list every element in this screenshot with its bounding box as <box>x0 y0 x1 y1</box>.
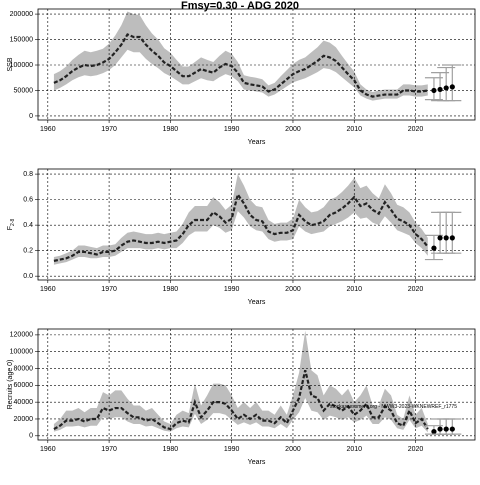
plot-frame <box>37 168 476 281</box>
projection-point <box>449 84 455 90</box>
x-tick-label: 2020 <box>408 446 424 453</box>
plot-frame <box>37 8 476 121</box>
y-tick-label: 0.2 <box>23 247 33 254</box>
projection-point <box>431 428 437 435</box>
projection-point <box>437 426 443 432</box>
x-tick-label: 1970 <box>101 446 117 453</box>
x-tick-label: 1960 <box>40 286 56 293</box>
y-tick-label: 120000 <box>10 332 33 339</box>
x-tick-label: 2000 <box>285 446 301 453</box>
x-tick-label: 1970 <box>101 126 117 133</box>
y-axis-label: Recruits (age 0) <box>7 360 14 410</box>
y-tick-label: 0.4 <box>23 222 33 229</box>
y-tick-label: 50000 <box>14 87 34 94</box>
confidence-band <box>53 11 428 101</box>
projection-point <box>443 235 449 241</box>
y-tick-label: 0 <box>29 433 33 440</box>
plot-frame <box>37 328 476 441</box>
x-tick-label: 1960 <box>40 446 56 453</box>
x-tick-label: 1990 <box>224 446 240 453</box>
y-axis-label-main: Recruits (age 0) <box>7 360 14 410</box>
estimate-line <box>53 33 428 98</box>
y-tick-label: 150000 <box>10 36 33 43</box>
x-tick-label: 2010 <box>346 286 362 293</box>
x-tick-label: 1980 <box>163 126 179 133</box>
projection-point <box>443 85 449 91</box>
confidence-band <box>53 174 428 265</box>
x-tick-label: 1980 <box>163 286 179 293</box>
y-tick-label: 100000 <box>10 62 33 69</box>
x-axis-label: Years <box>248 299 266 306</box>
x-tick-label: 1990 <box>224 286 240 293</box>
y-tick-label: 60000 <box>14 382 34 389</box>
x-tick-label: 2000 <box>285 126 301 133</box>
x-tick-label: 1970 <box>101 286 117 293</box>
y-tick-label: 40000 <box>14 399 34 406</box>
estimate-line <box>53 369 429 431</box>
projection-point <box>449 426 455 432</box>
x-tick-label: 1980 <box>163 446 179 453</box>
y-tick-label: 80000 <box>14 365 34 372</box>
projection-point <box>443 426 449 432</box>
x-tick-label: 2000 <box>285 286 301 293</box>
projection-point <box>437 235 443 241</box>
annotation: stockassessment.org - NWW3-2023-WKNEWREF… <box>330 404 457 410</box>
y-tick-label: 0.6 <box>23 196 33 203</box>
x-tick-label: 2020 <box>408 286 424 293</box>
y-tick-label: 200000 <box>10 11 33 18</box>
projection-point <box>449 235 455 241</box>
x-tick-label: 2010 <box>346 126 362 133</box>
y-axis-label-main: F <box>7 226 14 230</box>
y-axis-label: SSB <box>7 57 14 71</box>
y-tick-label: 0.8 <box>23 171 33 178</box>
x-tick-label: 1960 <box>40 126 56 133</box>
projection-point <box>437 86 443 93</box>
x-tick-label: 2010 <box>346 446 362 453</box>
estimate-line <box>53 191 429 262</box>
confidence-band <box>53 330 428 433</box>
y-tick-label: 20000 <box>14 416 34 423</box>
y-axis-label-subscript: 2-8 <box>10 219 16 226</box>
projection-point <box>431 245 437 251</box>
chart-title: Fmsy=0.30 - ADG 2020 <box>181 0 299 12</box>
x-tick-label: 1990 <box>224 126 240 133</box>
x-tick-label: 2020 <box>408 126 424 133</box>
y-axis-label: F2-8 <box>7 219 16 231</box>
y-tick-label: 0.0 <box>23 273 33 280</box>
projection-point <box>431 87 437 94</box>
x-axis-label: Years <box>248 459 266 466</box>
y-axis-label-main: SSB <box>7 57 14 71</box>
y-tick-label: 100000 <box>10 349 33 356</box>
y-tick-label: 0 <box>29 113 33 120</box>
x-axis-label: Years <box>248 139 266 146</box>
